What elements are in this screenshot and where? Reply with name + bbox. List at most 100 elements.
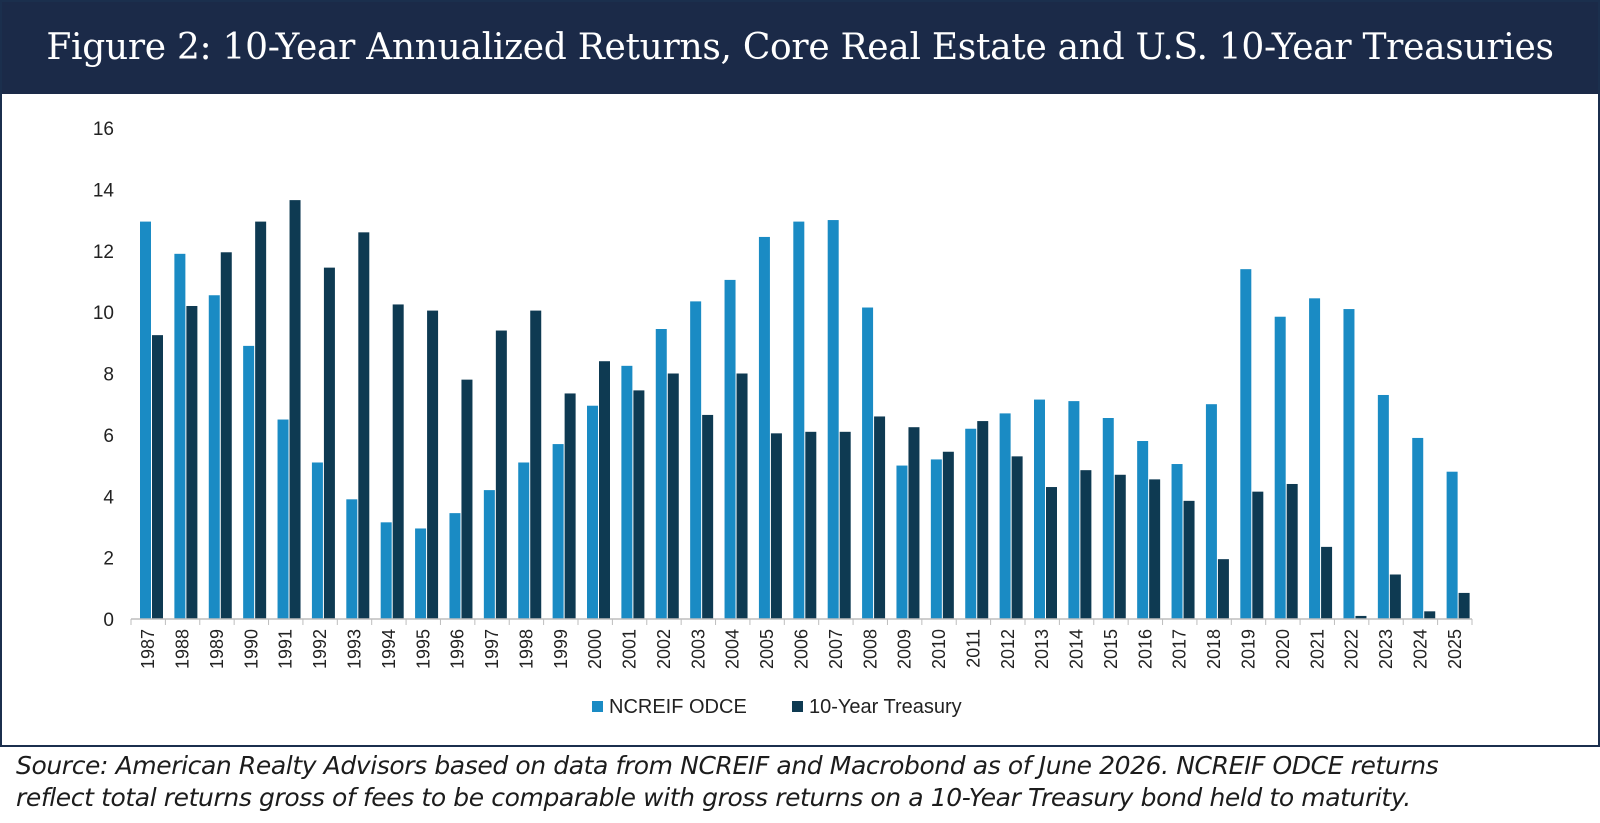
- bar-ncreif-odce: [1412, 437, 1424, 619]
- x-tick-label: 2008: [860, 629, 880, 669]
- legend-swatch-ncreif-odce: [592, 701, 603, 712]
- bar-ncreif-odce: [1137, 441, 1149, 619]
- caption-line-2: reflect total returns gross of fees to b…: [16, 783, 1411, 812]
- bar-10-year-treasury: [633, 390, 645, 619]
- x-tick-label: 2004: [723, 629, 743, 669]
- y-tick-label: 16: [93, 119, 114, 140]
- y-tick-label: 6: [103, 426, 114, 447]
- x-tick-label: 2024: [1410, 629, 1430, 669]
- bar-ncreif-odce: [208, 295, 220, 619]
- x-tick-label: 2001: [620, 629, 640, 669]
- x-tick-label: 2016: [1135, 629, 1155, 669]
- bar-10-year-treasury: [1080, 470, 1092, 619]
- bar-10-year-treasury: [874, 416, 886, 619]
- bar-10-year-treasury: [530, 310, 542, 619]
- bar-ncreif-odce: [346, 499, 358, 619]
- bar-10-year-treasury: [977, 421, 989, 619]
- bar-10-year-treasury: [1286, 483, 1298, 619]
- bar-10-year-treasury: [461, 379, 473, 619]
- x-tick-label: 2025: [1445, 629, 1465, 669]
- x-tick-label: 2009: [895, 629, 915, 669]
- bar-10-year-treasury: [599, 361, 610, 619]
- figure-title: Figure 2: 10-Year Annualized Returns, Co…: [2, 2, 1598, 94]
- x-tick-label: 1989: [207, 629, 227, 669]
- legend-label-10-year-treasury: 10-Year Treasury: [809, 696, 962, 718]
- bar-10-year-treasury: [805, 431, 817, 619]
- bar-ncreif-odce: [277, 419, 289, 619]
- bar-10-year-treasury: [1321, 546, 1333, 619]
- bar-chart: 0 2 4 6 8 10 12 14 16 1987 1988 1989 1990 1991 1992 199…: [93, 119, 1473, 718]
- x-tick-label: 2002: [654, 629, 674, 669]
- x-tick-label: 1994: [379, 629, 399, 669]
- bar-ncreif-odce: [243, 345, 255, 619]
- bar-ncreif-odce: [1205, 404, 1217, 619]
- bar-ncreif-odce: [1240, 269, 1252, 619]
- caption-line-1: Source: American Realty Advisors based o…: [16, 751, 1439, 780]
- bar-10-year-treasury: [186, 305, 198, 619]
- y-tick-label: 14: [93, 180, 115, 201]
- x-tick-label: 1998: [516, 629, 536, 669]
- bar-10-year-treasury: [1217, 559, 1229, 619]
- y-tick-label: 10: [93, 303, 114, 324]
- bar-10-year-treasury: [1114, 474, 1126, 619]
- bar-ncreif-odce: [690, 301, 702, 619]
- x-tick-label: 2012: [998, 629, 1018, 669]
- bar-ncreif-odce: [449, 513, 461, 619]
- y-tick-label: 12: [93, 242, 114, 263]
- bar-ncreif-odce: [1171, 464, 1183, 619]
- bar-10-year-treasury: [564, 393, 576, 619]
- x-tick-label: 1999: [551, 629, 571, 669]
- bar-ncreif-odce: [621, 365, 633, 619]
- bar-ncreif-odce: [311, 462, 323, 619]
- x-tick-label: 1988: [173, 629, 193, 669]
- bar-10-year-treasury: [1046, 487, 1057, 619]
- bar-ncreif-odce: [1102, 418, 1114, 619]
- x-tick-label: 1996: [448, 629, 468, 669]
- bar-10-year-treasury: [1389, 574, 1401, 619]
- bar-10-year-treasury: [1183, 500, 1195, 619]
- x-tick-label: 1987: [138, 629, 158, 669]
- x-tick-label: 2010: [929, 629, 949, 669]
- bar-10-year-treasury: [220, 252, 232, 619]
- bar-ncreif-odce: [758, 236, 770, 619]
- x-tick-label: 2003: [688, 629, 708, 669]
- bar-10-year-treasury: [1011, 456, 1023, 619]
- bar-10-year-treasury: [908, 427, 920, 619]
- x-tick-label: 2022: [1342, 629, 1362, 669]
- x-tick-label: 1992: [310, 629, 330, 669]
- bar-ncreif-odce: [140, 221, 151, 619]
- x-tick-label: 1993: [345, 629, 365, 669]
- x-tick-label: 2015: [1101, 629, 1121, 669]
- bar-10-year-treasury: [1458, 592, 1470, 619]
- bar-10-year-treasury: [1252, 491, 1264, 619]
- bar-10-year-treasury: [1355, 615, 1367, 619]
- legend-swatch-10-year-treasury: [792, 701, 803, 712]
- x-tick-label: 2019: [1239, 629, 1259, 669]
- bar-10-year-treasury: [495, 330, 507, 619]
- x-tick-label: 2023: [1376, 629, 1396, 669]
- x-tick-label: 1990: [241, 629, 261, 669]
- bar-10-year-treasury: [358, 232, 370, 619]
- bar-ncreif-odce: [827, 220, 839, 619]
- bar-10-year-treasury: [427, 310, 439, 619]
- bar-ncreif-odce: [1034, 399, 1045, 619]
- bar-ncreif-odce: [1446, 471, 1458, 619]
- bar-10-year-treasury: [323, 267, 335, 619]
- x-tick-label: 2007: [826, 629, 846, 669]
- bar-ncreif-odce: [724, 279, 736, 619]
- y-tick-label: 2: [103, 549, 114, 570]
- x-tick-label: 1991: [276, 629, 296, 669]
- bar-10-year-treasury: [255, 221, 267, 619]
- y-tick-label: 8: [103, 365, 114, 386]
- bar-ncreif-odce: [380, 522, 392, 619]
- x-tick-label: 2000: [585, 629, 605, 669]
- x-tick-label: 2005: [757, 629, 777, 669]
- bar-ncreif-odce: [1343, 309, 1355, 619]
- x-tick-label: 2021: [1307, 629, 1327, 669]
- x-tick-label: 2014: [1067, 629, 1087, 669]
- bar-ncreif-odce: [1068, 401, 1080, 619]
- y-tick-label: 4: [103, 487, 114, 508]
- bar-10-year-treasury: [1149, 479, 1161, 619]
- bar-ncreif-odce: [518, 462, 530, 619]
- bar-ncreif-odce: [999, 413, 1011, 619]
